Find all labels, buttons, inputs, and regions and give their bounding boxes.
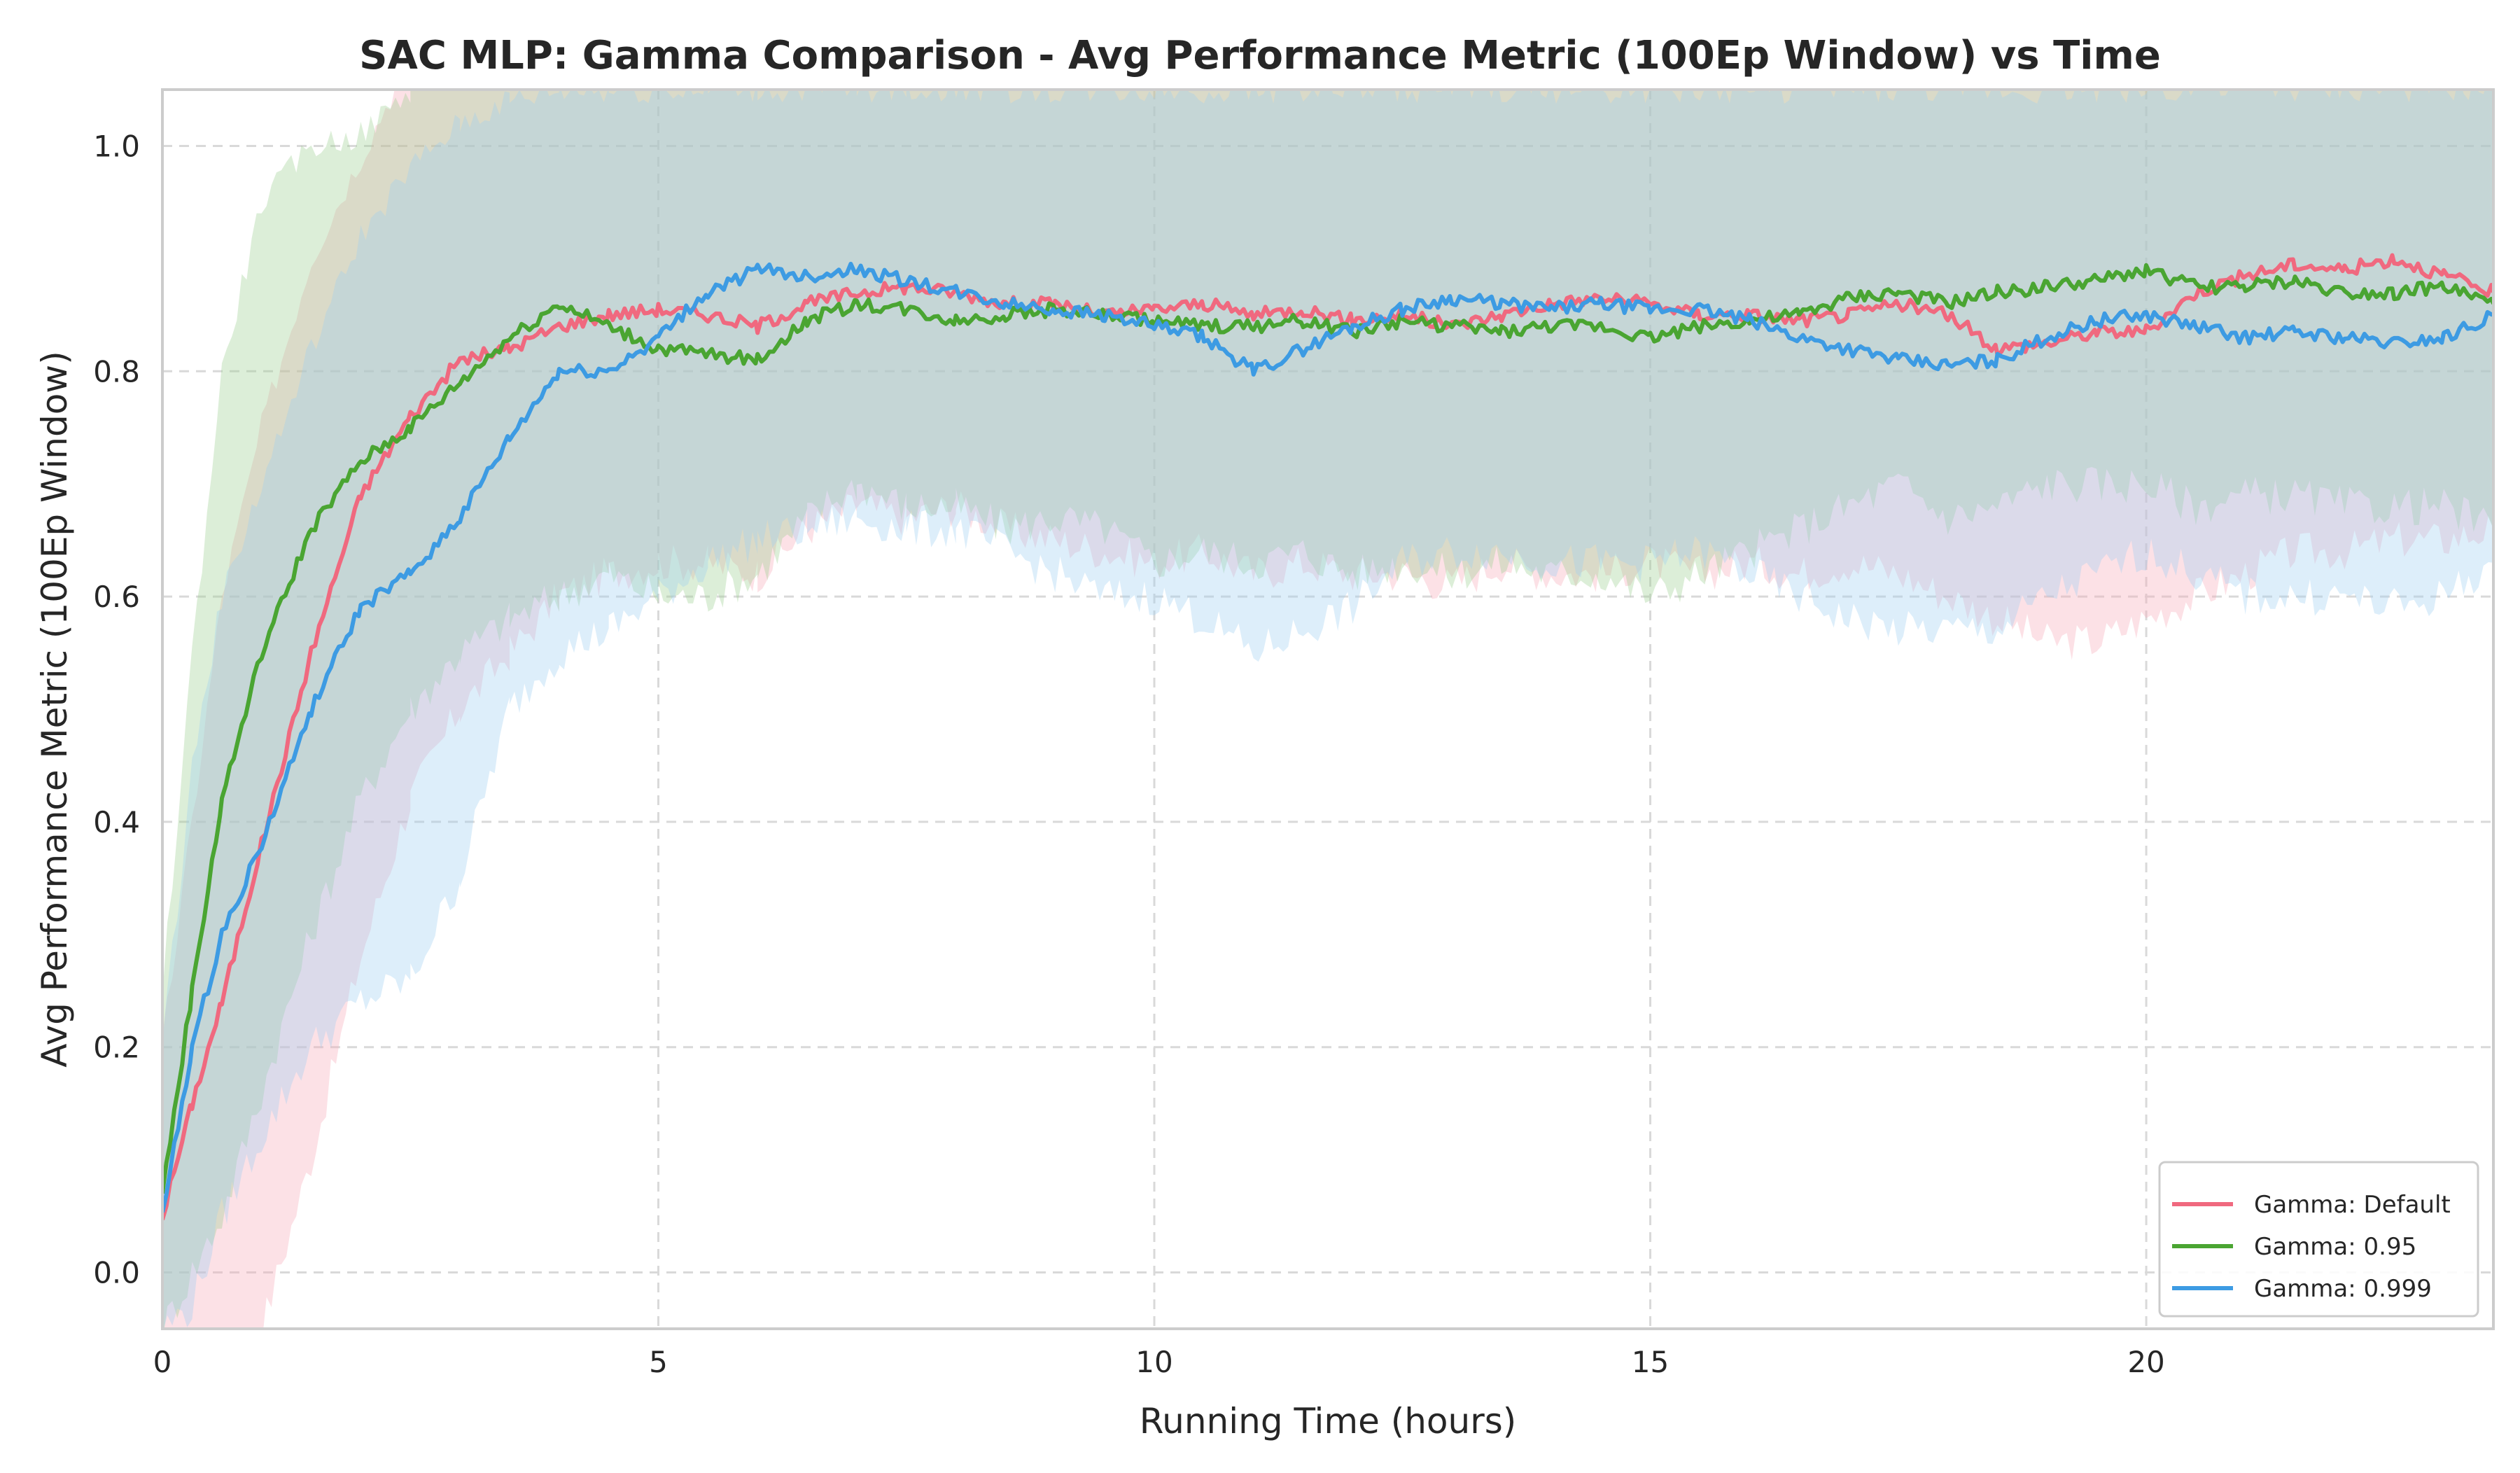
legend-box	[2158, 1161, 2479, 1318]
y-tick-label: 1.0	[93, 129, 140, 163]
confidence-band-1	[162, 90, 2493, 1329]
legend-label: Gamma: 0.999	[2254, 1275, 2432, 1303]
series-line-0	[162, 253, 2493, 1220]
confidence-band-0	[162, 90, 2493, 1329]
y-tick-label: 0.8	[93, 354, 140, 389]
y-tick-label: 0.2	[93, 1031, 140, 1065]
plot-frame	[161, 88, 2495, 1330]
y-tick-labels: 0.0 0.2 0.4 0.6 0.8 1.0	[93, 129, 140, 1290]
y-axis-label: Avg Performance Metric (100Ep Window)	[34, 351, 75, 1067]
x-axis-label: Running Time (hours)	[1140, 1401, 1517, 1441]
confidence-bands	[162, 90, 2493, 1329]
y-tick-label: 0.0	[93, 1256, 140, 1290]
x-tick-labels: 0 5 10 15 20	[153, 1345, 2165, 1379]
legend-label: Gamma: Default	[2254, 1191, 2451, 1219]
series-line-2	[162, 261, 2493, 1213]
grid-layer	[161, 90, 2493, 1329]
x-tick-label: 10	[1135, 1345, 1172, 1379]
x-tick-label: 5	[649, 1345, 668, 1379]
x-tick-label: 20	[2127, 1345, 2164, 1379]
y-tick-label: 0.6	[93, 580, 140, 614]
chart-title: SAC MLP: Gamma Comparison - Avg Performa…	[359, 33, 2161, 78]
legend-label: Gamma: 0.95	[2254, 1233, 2416, 1261]
series-lines	[162, 253, 2493, 1220]
y-tick-label: 0.4	[93, 805, 140, 839]
confidence-band-2	[162, 90, 2493, 1329]
x-tick-label: 15	[1632, 1345, 1669, 1379]
x-tick-label: 0	[153, 1345, 172, 1379]
legend: Gamma: Default Gamma: 0.95 Gamma: 0.999	[2158, 1161, 2479, 1318]
series-line-1	[162, 263, 2493, 1194]
